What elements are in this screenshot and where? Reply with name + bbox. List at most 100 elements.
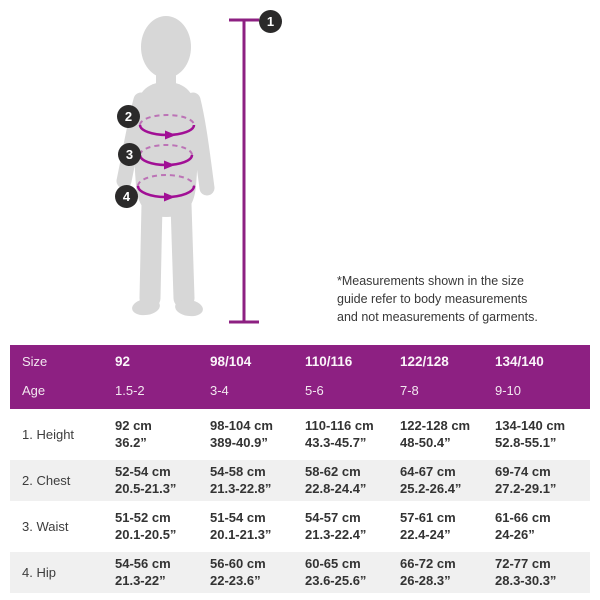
inch-value: 22-23.6” — [210, 572, 261, 588]
size-value: 92 — [115, 354, 131, 369]
table-cell: 122-128 cm 48-50.4” — [400, 418, 495, 451]
size-row-label: Size — [22, 354, 48, 369]
cm-value: 72-77 cm — [495, 556, 551, 571]
inch-value: 52.8-55.1” — [495, 434, 557, 450]
cm-value: 58-62 cm — [305, 464, 361, 479]
cm-value: 54-58 cm — [210, 464, 266, 479]
height-measure-line — [229, 18, 259, 324]
table-cell: 54-58 cm 21.3-22.8” — [210, 464, 305, 497]
table-row-hip: 4. Hip 54-56 cm 21.3-22” 56-60 cm 22-23.… — [10, 552, 590, 593]
inch-value: 20.5-21.3” — [115, 480, 177, 496]
table-cell: 66-72 cm 26-28.3” — [400, 556, 495, 589]
table-cell: 52-54 cm 20.5-21.3” — [115, 464, 210, 497]
table-cell: 64-67 cm 25.2-26.4” — [400, 464, 495, 497]
table-cell: 134-140 cm 52.8-55.1” — [495, 418, 590, 451]
size-value: 110/116 — [305, 354, 353, 369]
cm-value: 66-72 cm — [400, 556, 456, 571]
inch-value: 28.3-30.3” — [495, 572, 557, 588]
chest-marker-badge: 2 — [117, 105, 140, 128]
cm-value: 52-54 cm — [115, 464, 171, 479]
table-cell: 57-61 cm 22.4-24” — [400, 510, 495, 543]
table-cell: 54-57 cm 21.3-22.4” — [305, 510, 400, 543]
table-cell: 61-66 cm 24-26” — [495, 510, 590, 543]
cm-value: 69-74 cm — [495, 464, 551, 479]
child-silhouette-graphic — [116, 16, 259, 324]
measurement-diagram: 1 2 3 4 *Measurements shown in the size … — [115, 10, 538, 324]
size-value: 98/104 — [210, 354, 252, 369]
cm-value: 61-66 cm — [495, 510, 551, 525]
cm-value: 64-67 cm — [400, 464, 456, 479]
cm-value: 98-104 cm — [210, 418, 273, 433]
size-value: 134/140 — [495, 354, 544, 369]
cm-value: 54-57 cm — [305, 510, 361, 525]
inch-value: 389-40.9” — [210, 434, 268, 450]
hip-marker-badge: 4 — [115, 185, 138, 208]
cm-value: 51-54 cm — [210, 510, 266, 525]
cm-value: 51-52 cm — [115, 510, 171, 525]
inch-value: 20.1-20.5” — [115, 526, 177, 542]
table-cell: 110-116 cm 43.3-45.7” — [305, 418, 400, 451]
waist-marker-badge: 3 — [118, 143, 141, 166]
cm-value: 54-56 cm — [115, 556, 171, 571]
row-label: 2. Chest — [22, 473, 71, 488]
silhouette-limbs — [116, 92, 215, 309]
cm-value: 57-61 cm — [400, 510, 456, 525]
table-cell: 58-62 cm 22.8-24.4” — [305, 464, 400, 497]
silhouette-feet — [132, 298, 203, 317]
age-row-label: Age — [22, 383, 46, 398]
cm-value: 134-140 cm — [495, 418, 566, 433]
cm-value: 122-128 cm — [400, 418, 471, 433]
table-cell: 69-74 cm 27.2-29.1” — [495, 464, 590, 497]
inch-value: 43.3-45.7” — [305, 434, 367, 450]
row-label: 1. Height — [22, 427, 75, 442]
inch-value: 22.4-24” — [400, 526, 451, 542]
inch-value: 21.3-22” — [115, 572, 166, 588]
row-label: 3. Waist — [22, 519, 69, 534]
inch-value: 25.2-26.4” — [400, 480, 462, 496]
age-value: 1.5-2 — [115, 383, 145, 398]
cm-value: 110-116 cm — [305, 418, 374, 433]
inch-value: 20.1-21.3” — [210, 526, 272, 542]
cm-value: 56-60 cm — [210, 556, 266, 571]
table-cell: 54-56 cm 21.3-22” — [115, 556, 210, 589]
waist-measure-line — [138, 144, 194, 170]
hip-measure-line — [136, 174, 196, 202]
chest-measure-line — [138, 114, 196, 140]
size-value: 122/128 — [400, 354, 449, 369]
height-marker-badge: 1 — [259, 10, 282, 33]
table-row-chest: 2. Chest 52-54 cm 20.5-21.3” 54-58 cm 21… — [10, 460, 590, 501]
chest-marker-number: 2 — [124, 109, 133, 124]
age-value: 9-10 — [495, 383, 522, 398]
table-cell: 51-54 cm 20.1-21.3” — [210, 510, 305, 543]
table-cell: 92 cm 36.2” — [115, 418, 210, 451]
table-cell: 51-52 cm 20.1-20.5” — [115, 510, 210, 543]
size-table-header: Size 92 98/104 110/116 122/128 134/140 A… — [10, 345, 590, 409]
cm-value: 92 cm — [115, 418, 152, 433]
table-row-height: 1. Height 92 cm 36.2” 98-104 cm 389-40.9… — [10, 414, 590, 455]
age-value: 3-4 — [210, 383, 229, 398]
table-row-waist: 3. Waist 51-52 cm 20.1-20.5” 51-54 cm 20… — [10, 506, 590, 547]
table-cell: 72-77 cm 28.3-30.3” — [495, 556, 590, 589]
waist-marker-number: 3 — [125, 147, 134, 162]
inch-value: 36.2” — [115, 434, 147, 450]
inch-value: 21.3-22.4” — [305, 526, 367, 542]
height-marker-number: 1 — [266, 14, 275, 29]
table-cell: 56-60 cm 22-23.6” — [210, 556, 305, 589]
size-table: Size 92 98/104 110/116 122/128 134/140 A… — [10, 345, 590, 593]
cm-value: 60-65 cm — [305, 556, 361, 571]
table-cell: 98-104 cm 389-40.9” — [210, 418, 305, 451]
inch-value: 21.3-22.8” — [210, 480, 272, 496]
inch-value: 24-26” — [495, 526, 535, 542]
age-value: 5-6 — [305, 383, 324, 398]
inch-value: 26-28.3” — [400, 572, 451, 588]
inch-value: 48-50.4” — [400, 434, 451, 450]
row-label: 4. Hip — [22, 565, 56, 580]
hip-marker-number: 4 — [122, 189, 131, 204]
age-header-row: Age 1.5-2 3-4 5-6 7-8 9-10 — [10, 376, 590, 405]
inch-value: 27.2-29.1” — [495, 480, 557, 496]
size-header-row: Size 92 98/104 110/116 122/128 134/140 — [10, 347, 590, 376]
inch-value: 23.6-25.6” — [305, 572, 367, 588]
measurement-disclaimer-note: *Measurements shown in the size guide re… — [337, 274, 538, 324]
table-cell: 60-65 cm 23.6-25.6” — [305, 556, 400, 589]
